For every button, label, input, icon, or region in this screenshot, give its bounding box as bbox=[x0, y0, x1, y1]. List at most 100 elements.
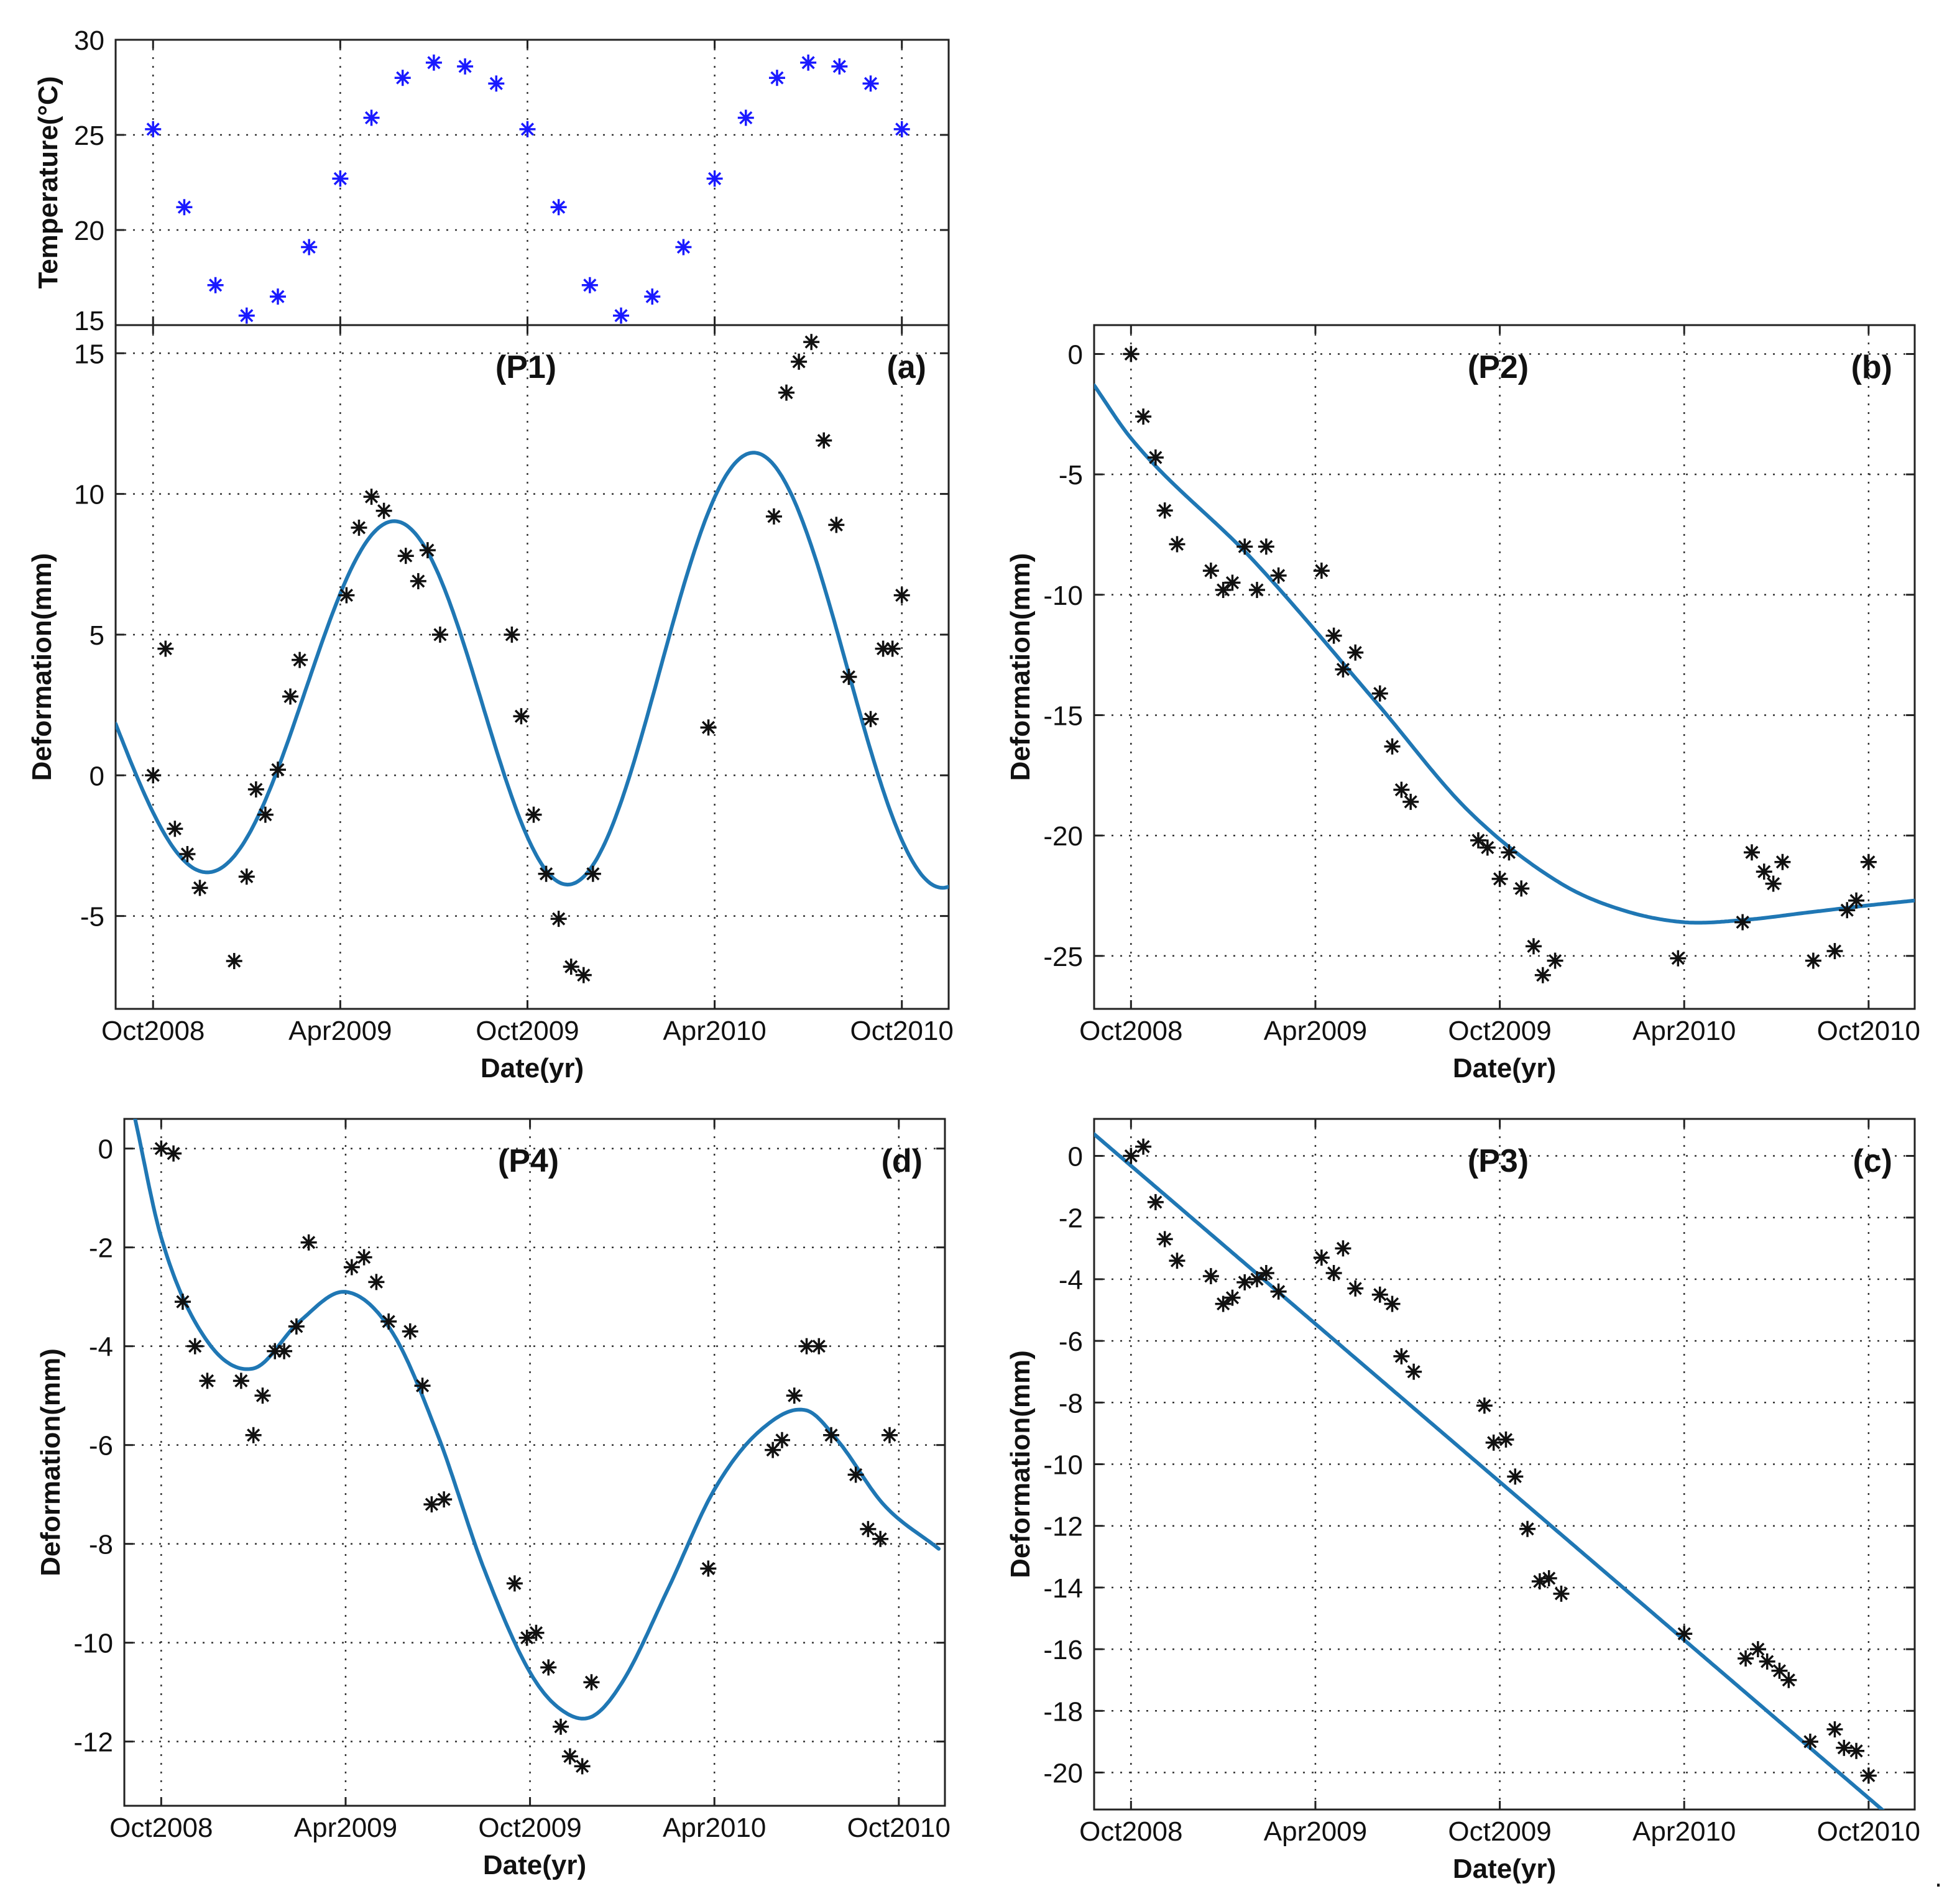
data-point bbox=[1156, 1231, 1173, 1248]
data-point bbox=[1738, 1650, 1754, 1667]
data-point bbox=[1540, 1570, 1557, 1587]
data-point bbox=[700, 1560, 717, 1577]
data-point bbox=[199, 1373, 216, 1389]
data-point bbox=[1836, 1739, 1853, 1756]
y-tick-label: 30 bbox=[74, 25, 104, 56]
data-point bbox=[1501, 844, 1517, 861]
x-tick-label: Apr2009 bbox=[1264, 1816, 1367, 1847]
data-point bbox=[1860, 1767, 1877, 1784]
x-tick-label: Oct2008 bbox=[1079, 1816, 1182, 1847]
data-point bbox=[269, 761, 286, 778]
data-point bbox=[1734, 914, 1751, 931]
data-point bbox=[238, 868, 255, 885]
data-point bbox=[338, 587, 355, 604]
data-point bbox=[232, 1373, 249, 1389]
data-point bbox=[368, 1274, 385, 1290]
grid-lines bbox=[1094, 325, 1915, 1009]
data-point bbox=[1393, 1348, 1410, 1364]
panel-title: (P2) bbox=[1468, 349, 1529, 385]
y-axis-label: Deformation(mm) bbox=[1005, 1350, 1036, 1578]
tick-marks bbox=[124, 1119, 945, 1806]
data-point bbox=[1258, 1264, 1274, 1281]
data-point bbox=[1507, 1468, 1524, 1485]
data-point bbox=[1759, 1653, 1775, 1670]
plot-frame bbox=[1093, 324, 1916, 1010]
data-point bbox=[269, 288, 286, 305]
data-point bbox=[1384, 738, 1401, 755]
data-point bbox=[700, 719, 717, 736]
data-point bbox=[519, 121, 536, 137]
panel-letter: (d) bbox=[882, 1143, 923, 1179]
data-point bbox=[375, 502, 392, 519]
data-point bbox=[550, 199, 567, 216]
data-point bbox=[1135, 408, 1152, 425]
x-tick-label: Oct2008 bbox=[1079, 1016, 1182, 1046]
data-point bbox=[419, 542, 436, 559]
data-markers bbox=[145, 54, 910, 324]
data-point bbox=[644, 288, 661, 305]
y-tick-label: 15 bbox=[74, 306, 104, 336]
data-point bbox=[675, 239, 692, 255]
data-point bbox=[1839, 902, 1856, 919]
chart-p2: -25 -20 -15 -10 -5 0 Oct2008 Apr2009 Oct2009 Apr2… bbox=[1005, 324, 1920, 1083]
data-point bbox=[431, 626, 448, 643]
data-point bbox=[282, 688, 299, 705]
data-point bbox=[1676, 1626, 1693, 1642]
data-point bbox=[1848, 1742, 1865, 1759]
x-axis-label: Date(yr) bbox=[1453, 1854, 1556, 1884]
data-point bbox=[179, 846, 196, 863]
y-tick-label: -15 bbox=[1043, 701, 1083, 731]
fit-curve bbox=[133, 1119, 941, 1721]
y-tick-label: -5 bbox=[1059, 460, 1083, 490]
data-point bbox=[1202, 563, 1219, 579]
data-point bbox=[1371, 1286, 1388, 1303]
data-point bbox=[706, 170, 723, 187]
grid-lines bbox=[116, 325, 949, 1009]
data-point bbox=[1215, 1295, 1232, 1312]
data-point bbox=[538, 865, 555, 882]
data-point bbox=[363, 489, 380, 505]
plot-frame bbox=[114, 39, 950, 325]
plot-frame bbox=[123, 1118, 946, 1807]
grid-lines bbox=[116, 40, 949, 325]
data-point bbox=[828, 517, 845, 533]
data-point bbox=[811, 1338, 827, 1354]
y-tick-label: -2 bbox=[1059, 1203, 1083, 1234]
data-point bbox=[207, 277, 224, 293]
chart-p4: -12 -10 -8 -6 -4 -2 0 Oct2008 Apr2009 Oct2009 Apr2… bbox=[35, 1118, 951, 1880]
data-point bbox=[1774, 853, 1791, 870]
data-point bbox=[1347, 644, 1364, 661]
data-point bbox=[300, 1234, 317, 1251]
tick-marks bbox=[1094, 325, 1915, 1009]
data-point bbox=[1525, 938, 1542, 955]
data-markers bbox=[145, 334, 910, 983]
data-point bbox=[847, 1466, 864, 1483]
y-tick-label: -10 bbox=[1043, 581, 1083, 611]
data-point bbox=[1224, 1289, 1241, 1306]
data-point bbox=[525, 806, 542, 823]
y-tick-label: -14 bbox=[1043, 1573, 1083, 1604]
data-point bbox=[1756, 863, 1772, 880]
data-point bbox=[773, 1432, 790, 1448]
y-tick-label: 0 bbox=[90, 761, 104, 791]
data-markers bbox=[1123, 346, 1877, 983]
data-point bbox=[1848, 892, 1865, 909]
panel-title: (P4) bbox=[498, 1143, 559, 1179]
data-point bbox=[226, 953, 242, 970]
data-point bbox=[1670, 950, 1687, 967]
y-tick-label: -10 bbox=[73, 1629, 113, 1659]
data-point bbox=[145, 121, 162, 137]
x-tick-label: Oct2010 bbox=[847, 1813, 951, 1843]
data-point bbox=[1335, 661, 1351, 678]
x-tick-label: Apr2010 bbox=[663, 1813, 766, 1843]
x-tick-label: Apr2010 bbox=[663, 1016, 766, 1046]
data-point bbox=[513, 708, 530, 725]
data-point bbox=[254, 1387, 271, 1404]
data-point bbox=[506, 1575, 523, 1592]
data-point bbox=[1470, 832, 1486, 849]
y-tick-label: 0 bbox=[98, 1134, 113, 1165]
data-point bbox=[872, 1530, 889, 1547]
data-point bbox=[1270, 1283, 1287, 1300]
figure-trailing-dot: . bbox=[1935, 1862, 1942, 1893]
data-point bbox=[1780, 1672, 1797, 1688]
